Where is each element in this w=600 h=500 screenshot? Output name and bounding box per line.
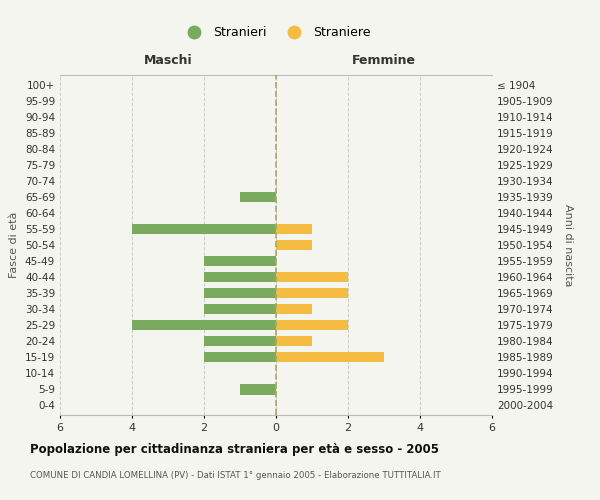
- Bar: [132, 320, 276, 330]
- Legend: Stranieri, Straniere: Stranieri, Straniere: [177, 21, 375, 44]
- Bar: [276, 336, 312, 346]
- Bar: [204, 336, 276, 346]
- Bar: [276, 288, 348, 298]
- Bar: [204, 352, 276, 362]
- Text: Femmine: Femmine: [352, 54, 416, 67]
- Text: Maschi: Maschi: [143, 54, 193, 67]
- Bar: [276, 272, 348, 282]
- Bar: [276, 304, 312, 314]
- Text: COMUNE DI CANDIA LOMELLINA (PV) - Dati ISTAT 1° gennaio 2005 - Elaborazione TUTT: COMUNE DI CANDIA LOMELLINA (PV) - Dati I…: [30, 471, 441, 480]
- Y-axis label: Anni di nascita: Anni di nascita: [563, 204, 573, 286]
- Bar: [276, 352, 384, 362]
- Bar: [276, 224, 312, 234]
- Y-axis label: Fasce di età: Fasce di età: [10, 212, 19, 278]
- Bar: [240, 384, 276, 394]
- Bar: [204, 272, 276, 282]
- Bar: [276, 240, 312, 250]
- Bar: [204, 304, 276, 314]
- Bar: [204, 288, 276, 298]
- Bar: [204, 256, 276, 266]
- Text: Popolazione per cittadinanza straniera per età e sesso - 2005: Popolazione per cittadinanza straniera p…: [30, 442, 439, 456]
- Bar: [276, 320, 348, 330]
- Bar: [240, 192, 276, 202]
- Bar: [132, 224, 276, 234]
